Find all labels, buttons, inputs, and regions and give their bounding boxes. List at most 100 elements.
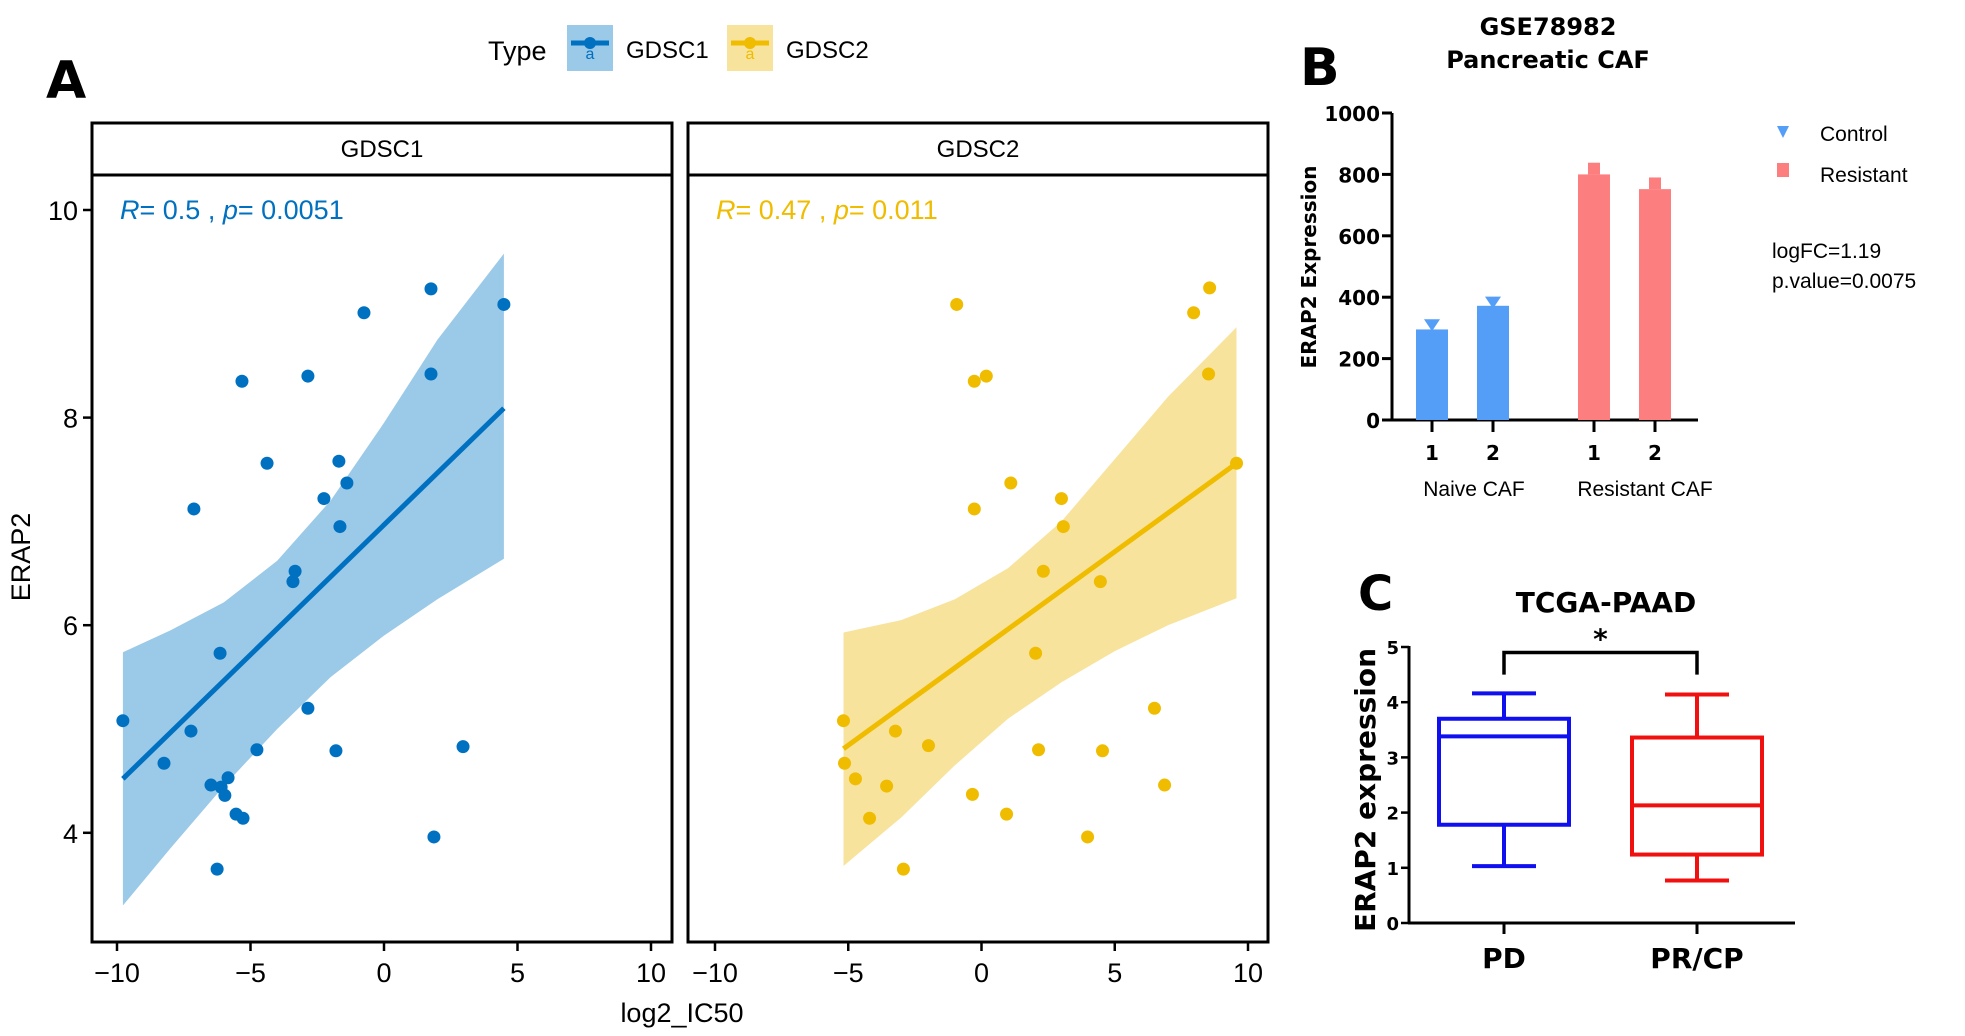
points-layer xyxy=(116,282,511,876)
data-point xyxy=(235,374,249,388)
x-tick-label: PD xyxy=(1482,942,1526,975)
y-tick-label: 400 xyxy=(1338,286,1380,310)
x-tick-label: −10 xyxy=(692,958,738,988)
chart-title-c: TCGA-PAAD xyxy=(1516,586,1696,619)
data-point xyxy=(236,811,250,825)
data-point xyxy=(967,374,981,388)
x-tick-label: 10 xyxy=(1233,958,1263,988)
y-axis-a: 4 6 8 10 xyxy=(48,196,92,849)
legend-label-control: Control xyxy=(1820,123,1888,146)
y-tick-label: 5 xyxy=(1386,638,1399,659)
points-layer xyxy=(836,281,1244,876)
correlation-annotation: R= 0.5 , p= 0.0051 xyxy=(120,195,344,225)
facet-gdsc2: GDSC2 R= 0.47 , p= 0.011 −10 −5 0 5 10 xyxy=(686,121,1270,988)
line-point-icon: a xyxy=(571,37,609,63)
data-point xyxy=(116,714,130,728)
y-tick-label: 6 xyxy=(63,611,78,641)
data-point xyxy=(157,756,171,770)
data-point xyxy=(221,771,235,785)
y-tick-label: 0 xyxy=(1366,409,1380,433)
data-point xyxy=(848,772,862,786)
x-tick-label: −5 xyxy=(235,958,266,988)
x-tick-label: 0 xyxy=(974,958,989,988)
y-tick-label: 4 xyxy=(63,819,78,849)
x-tick-label: 0 xyxy=(376,958,391,988)
significance-label: * xyxy=(1593,623,1608,656)
r-label: R xyxy=(120,195,140,225)
p-value: = 0.011 xyxy=(849,195,938,225)
p-label: p xyxy=(833,195,849,225)
plot-frame xyxy=(90,173,674,944)
data-point xyxy=(317,492,331,506)
triangle-down-icon xyxy=(1424,319,1440,332)
data-point xyxy=(357,306,371,320)
panel-label-b: B xyxy=(1300,38,1340,98)
data-point xyxy=(1158,778,1172,792)
r-label: R xyxy=(716,195,736,225)
data-point xyxy=(204,778,218,792)
triangle-down-icon xyxy=(1777,126,1789,138)
correlation-annotation: R= 0.47 , p= 0.011 xyxy=(716,195,938,225)
data-point xyxy=(210,862,224,876)
data-point xyxy=(497,297,511,311)
data-point xyxy=(1187,306,1201,320)
facet-strip-label: GDSC2 xyxy=(937,136,1020,163)
facet-strip-label: GDSC1 xyxy=(341,136,424,163)
x-tick-label: 2 xyxy=(1486,441,1500,465)
legend-point xyxy=(584,37,596,49)
data-point xyxy=(329,744,343,758)
data-point xyxy=(1203,281,1217,295)
box xyxy=(1437,716,1571,827)
y-tick-label: 1 xyxy=(1386,859,1399,880)
stat-pvalue: p.value=0.0075 xyxy=(1772,270,1916,293)
legend-glyph: a xyxy=(586,46,595,63)
y-axis-title-b: ERAP2 Expression xyxy=(1297,165,1321,368)
data-point xyxy=(456,740,470,754)
data-point xyxy=(1032,743,1046,757)
data-point xyxy=(340,476,354,490)
annotation-sep: , xyxy=(811,195,834,225)
data-point xyxy=(301,369,315,383)
panel-label-c: C xyxy=(1358,566,1393,622)
data-point xyxy=(1036,564,1050,578)
data-point xyxy=(288,564,302,578)
bar xyxy=(1477,305,1509,420)
data-point xyxy=(979,369,993,383)
confidence-band xyxy=(843,327,1237,866)
data-point xyxy=(424,367,438,381)
data-point xyxy=(863,811,877,825)
error-cap xyxy=(1649,177,1661,190)
x-axis-title-a: log2_IC50 xyxy=(620,998,743,1028)
r-value: = 0.47 xyxy=(736,195,812,225)
x-tick-label: 5 xyxy=(1107,958,1122,988)
x-tick-label: 10 xyxy=(636,958,666,988)
triangle-down-icon xyxy=(1485,296,1501,309)
bar xyxy=(1416,329,1448,420)
y-tick-label: 8 xyxy=(63,404,78,434)
x-axis: −10 −5 0 5 10 xyxy=(692,942,1263,988)
confidence-band-area xyxy=(843,327,1237,866)
data-point xyxy=(1230,456,1244,470)
data-point xyxy=(1056,520,1070,534)
y-tick-label: 200 xyxy=(1338,348,1380,372)
data-point xyxy=(250,743,264,757)
y-tick-label: 600 xyxy=(1338,225,1380,249)
data-point xyxy=(427,830,441,844)
p-label: p xyxy=(222,195,238,225)
stat-logfc: logFC=1.19 xyxy=(1772,240,1881,263)
data-point xyxy=(424,282,438,296)
data-point xyxy=(1147,701,1161,715)
y-axis-title-c: ERAP2 expression xyxy=(1349,648,1382,932)
box xyxy=(1630,735,1764,857)
legend-title: Type xyxy=(488,36,547,66)
p-value: = 0.0051 xyxy=(238,195,344,225)
group-label-naive: Naive CAF xyxy=(1423,478,1525,501)
r-value: = 0.5 xyxy=(140,195,201,225)
data-point xyxy=(880,779,894,793)
x-tick-label: 2 xyxy=(1648,441,1662,465)
legend-label-gdsc1: GDSC1 xyxy=(626,37,709,64)
error-cap xyxy=(1588,162,1600,175)
data-point xyxy=(896,862,910,876)
legend-label-gdsc2: GDSC2 xyxy=(786,37,869,64)
data-point xyxy=(1093,575,1107,589)
